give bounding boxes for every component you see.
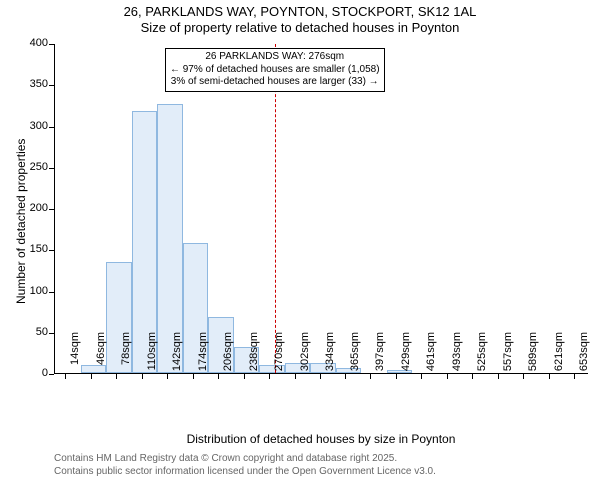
x-tick-mark [65, 374, 66, 379]
footer-attribution: Contains HM Land Registry data © Crown c… [54, 452, 436, 478]
footer-line-2: Contains public sector information licen… [54, 465, 436, 478]
y-tick-label: 100 [14, 285, 48, 297]
y-tick-mark [49, 127, 54, 128]
title-line-1: 26, PARKLANDS WAY, POYNTON, STOCKPORT, S… [0, 4, 600, 20]
annotation-box: 26 PARKLANDS WAY: 276sqm← 97% of detache… [165, 48, 385, 92]
x-tick-label: 397sqm [374, 332, 386, 382]
x-tick-label: 557sqm [502, 332, 514, 382]
x-tick-mark [142, 374, 143, 379]
x-tick-mark [396, 374, 397, 379]
y-tick-label: 250 [14, 161, 48, 173]
x-tick-label: 589sqm [527, 332, 539, 382]
x-tick-label: 525sqm [476, 332, 488, 382]
x-tick-label: 493sqm [451, 332, 463, 382]
y-tick-mark [49, 44, 54, 45]
reference-line [275, 44, 276, 373]
y-tick-mark [49, 85, 54, 86]
y-tick-label: 0 [14, 367, 48, 379]
x-tick-label: 110sqm [146, 332, 158, 382]
x-tick-label: 174sqm [197, 332, 209, 382]
x-tick-mark [320, 374, 321, 379]
y-tick-label: 200 [14, 202, 48, 214]
x-tick-mark [244, 374, 245, 379]
x-tick-label: 78sqm [120, 332, 132, 382]
y-tick-label: 350 [14, 78, 48, 90]
y-tick-label: 150 [14, 243, 48, 255]
x-tick-label: 238sqm [248, 332, 260, 382]
x-tick-mark [193, 374, 194, 379]
x-tick-mark [91, 374, 92, 379]
plot-area: 26 PARKLANDS WAY: 276sqm← 97% of detache… [54, 44, 588, 374]
histogram-chart: 26, PARKLANDS WAY, POYNTON, STOCKPORT, S… [0, 0, 600, 500]
x-tick-label: 461sqm [425, 332, 437, 382]
y-tick-mark [49, 209, 54, 210]
annotation-line-1: 26 PARKLANDS WAY: 276sqm [170, 51, 380, 64]
annotation-line-2: ← 97% of detached houses are smaller (1,… [170, 64, 380, 77]
x-tick-label: 429sqm [400, 332, 412, 382]
y-tick-label: 400 [14, 37, 48, 49]
x-tick-mark [523, 374, 524, 379]
x-tick-mark [218, 374, 219, 379]
x-tick-mark [167, 374, 168, 379]
y-tick-mark [49, 333, 54, 334]
y-tick-mark [49, 168, 54, 169]
x-tick-mark [370, 374, 371, 379]
chart-title-block: 26, PARKLANDS WAY, POYNTON, STOCKPORT, S… [0, 0, 600, 37]
x-tick-label: 142sqm [171, 332, 183, 382]
y-tick-mark [49, 250, 54, 251]
x-tick-label: 621sqm [553, 332, 565, 382]
footer-line-1: Contains HM Land Registry data © Crown c… [54, 452, 436, 465]
x-tick-label: 302sqm [299, 332, 311, 382]
annotation-line-3: 3% of semi-detached houses are larger (3… [170, 76, 380, 89]
y-tick-label: 50 [14, 326, 48, 338]
x-tick-mark [472, 374, 473, 379]
x-tick-mark [498, 374, 499, 379]
x-tick-mark [295, 374, 296, 379]
x-tick-label: 206sqm [222, 332, 234, 382]
x-tick-label: 14sqm [69, 332, 81, 382]
x-tick-label: 334sqm [324, 332, 336, 382]
x-tick-mark [345, 374, 346, 379]
x-tick-label: 270sqm [273, 332, 285, 382]
x-tick-mark [549, 374, 550, 379]
y-tick-label: 300 [14, 120, 48, 132]
x-tick-label: 365sqm [349, 332, 361, 382]
x-tick-label: 653sqm [578, 332, 590, 382]
x-tick-label: 46sqm [95, 332, 107, 382]
x-tick-mark [116, 374, 117, 379]
y-tick-mark [49, 374, 54, 375]
y-tick-mark [49, 292, 54, 293]
x-tick-mark [421, 374, 422, 379]
x-tick-mark [269, 374, 270, 379]
x-tick-mark [447, 374, 448, 379]
title-line-2: Size of property relative to detached ho… [0, 20, 600, 36]
x-tick-mark [574, 374, 575, 379]
x-axis-label: Distribution of detached houses by size … [54, 432, 588, 446]
